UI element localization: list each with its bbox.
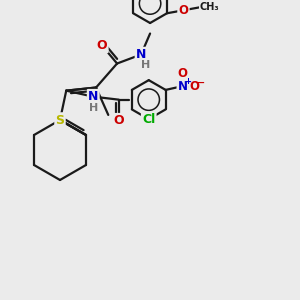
Text: O: O bbox=[178, 4, 188, 17]
Text: CH₃: CH₃ bbox=[200, 2, 220, 12]
Text: N: N bbox=[136, 48, 146, 61]
Text: −: − bbox=[196, 77, 206, 87]
Text: +: + bbox=[184, 77, 192, 86]
Text: O: O bbox=[190, 80, 200, 93]
Text: O: O bbox=[178, 67, 188, 80]
Text: Cl: Cl bbox=[142, 113, 155, 126]
Text: O: O bbox=[113, 114, 124, 127]
Text: H: H bbox=[88, 103, 98, 113]
Text: O: O bbox=[97, 39, 107, 52]
Text: H: H bbox=[141, 60, 150, 70]
Text: N: N bbox=[88, 90, 98, 103]
Text: N: N bbox=[178, 80, 188, 93]
Text: S: S bbox=[56, 113, 64, 127]
